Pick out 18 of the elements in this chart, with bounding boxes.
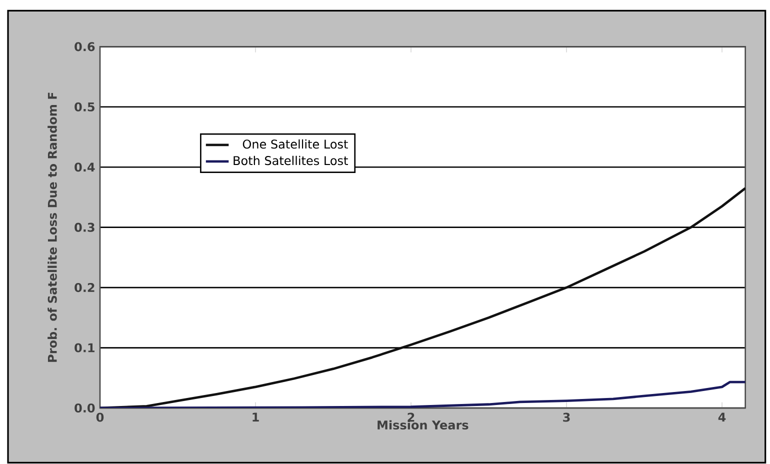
x-tick-label: 3 bbox=[563, 412, 570, 422]
y-tick-label: 0.4 bbox=[74, 162, 95, 172]
y-tick-label: 0.1 bbox=[74, 343, 94, 352]
x-tick-label: 0 bbox=[96, 412, 104, 422]
x-tick-label: 1 bbox=[252, 412, 259, 422]
x-tick-label: 4 bbox=[718, 412, 726, 422]
y-tick-label: 0.6 bbox=[74, 42, 95, 52]
y-tick-label: 0.2 bbox=[74, 283, 94, 292]
y-tick-label: 0.0 bbox=[74, 403, 95, 413]
x-axis-title: Mission Years bbox=[378, 420, 468, 430]
legend-label: Both Satellites Lost bbox=[234, 156, 348, 166]
y-axis-title: Prob. of Satellite Loss Due to Random F bbox=[48, 92, 57, 362]
x-tick-label: 2 bbox=[408, 412, 414, 422]
y-tick-label: 0.5 bbox=[74, 102, 94, 112]
y-tick-label: 0.3 bbox=[74, 222, 94, 232]
line-series bbox=[100, 186, 746, 408]
line-series bbox=[100, 380, 746, 408]
legend-label: One Satellite Lost bbox=[242, 139, 348, 149]
